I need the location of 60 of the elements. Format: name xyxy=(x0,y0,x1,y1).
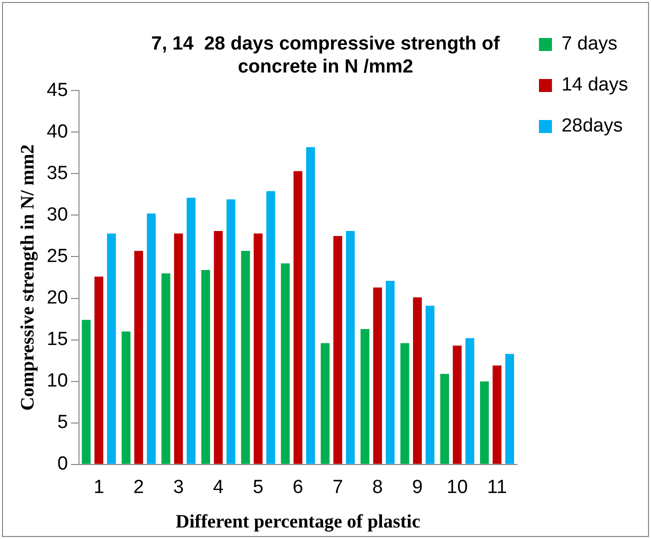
legend-label: 28days xyxy=(561,116,623,137)
bar xyxy=(186,198,196,464)
bar xyxy=(280,263,290,464)
bar xyxy=(254,233,263,464)
bar xyxy=(294,171,302,464)
y-tick-label: 15 xyxy=(46,329,68,350)
x-tick-label: 11 xyxy=(487,477,507,498)
y-tick-label: 10 xyxy=(46,370,68,392)
legend-label: 7 days xyxy=(561,34,618,55)
bar xyxy=(333,236,342,464)
bar xyxy=(412,297,422,464)
bar xyxy=(201,270,210,464)
bar xyxy=(320,343,330,464)
bar xyxy=(214,230,223,464)
bar xyxy=(226,199,236,464)
bar xyxy=(465,338,474,464)
legend-label: 14 days xyxy=(561,74,628,96)
bar xyxy=(440,374,450,464)
x-tick-label: 2 xyxy=(133,477,144,498)
bar xyxy=(266,191,276,464)
x-tick-label: 8 xyxy=(372,477,383,498)
y-tick-label: 40 xyxy=(46,121,68,142)
y-axis-title: Compressive strength in N/ mm2 xyxy=(17,144,38,411)
x-tick-label: 4 xyxy=(213,477,224,498)
y-tick-label: 35 xyxy=(46,162,68,184)
bar xyxy=(505,354,514,464)
chart-title: 7, 14 28 days compressive strength of concrete in N /mm2 xyxy=(151,34,500,78)
bar xyxy=(134,250,144,464)
bar xyxy=(161,273,170,464)
bar xyxy=(82,320,91,464)
bar xyxy=(122,331,130,464)
bar xyxy=(492,366,502,464)
x-axis-title: Different percentage of plastic xyxy=(176,512,420,533)
bar xyxy=(146,214,156,464)
y-tick-label: 0 xyxy=(57,454,68,475)
y-tick-label: 25 xyxy=(46,246,68,267)
bar xyxy=(480,381,489,464)
bar xyxy=(400,343,410,464)
bar xyxy=(386,280,395,464)
bar xyxy=(306,147,315,464)
bar xyxy=(360,329,370,464)
x-tick-label: 9 xyxy=(412,477,423,498)
x-tick-label: 6 xyxy=(292,477,304,498)
bar xyxy=(107,233,116,464)
x-tick-label: 10 xyxy=(446,477,468,498)
x-tick-label: 1 xyxy=(94,477,104,498)
bar xyxy=(426,306,434,464)
bar xyxy=(373,287,382,464)
bar xyxy=(174,233,183,464)
y-tick-label: 20 xyxy=(46,288,68,308)
y-tick-label: 5 xyxy=(57,412,68,434)
y-tick-label: 30 xyxy=(46,204,68,226)
y-tick-label: 45 xyxy=(46,80,68,101)
bar xyxy=(94,276,104,464)
x-tick-label: 3 xyxy=(173,477,184,498)
bar xyxy=(346,230,355,464)
x-tick-label: 5 xyxy=(252,477,264,498)
x-tick-label: 7 xyxy=(332,477,344,498)
bar xyxy=(241,250,250,464)
bar xyxy=(452,346,462,464)
